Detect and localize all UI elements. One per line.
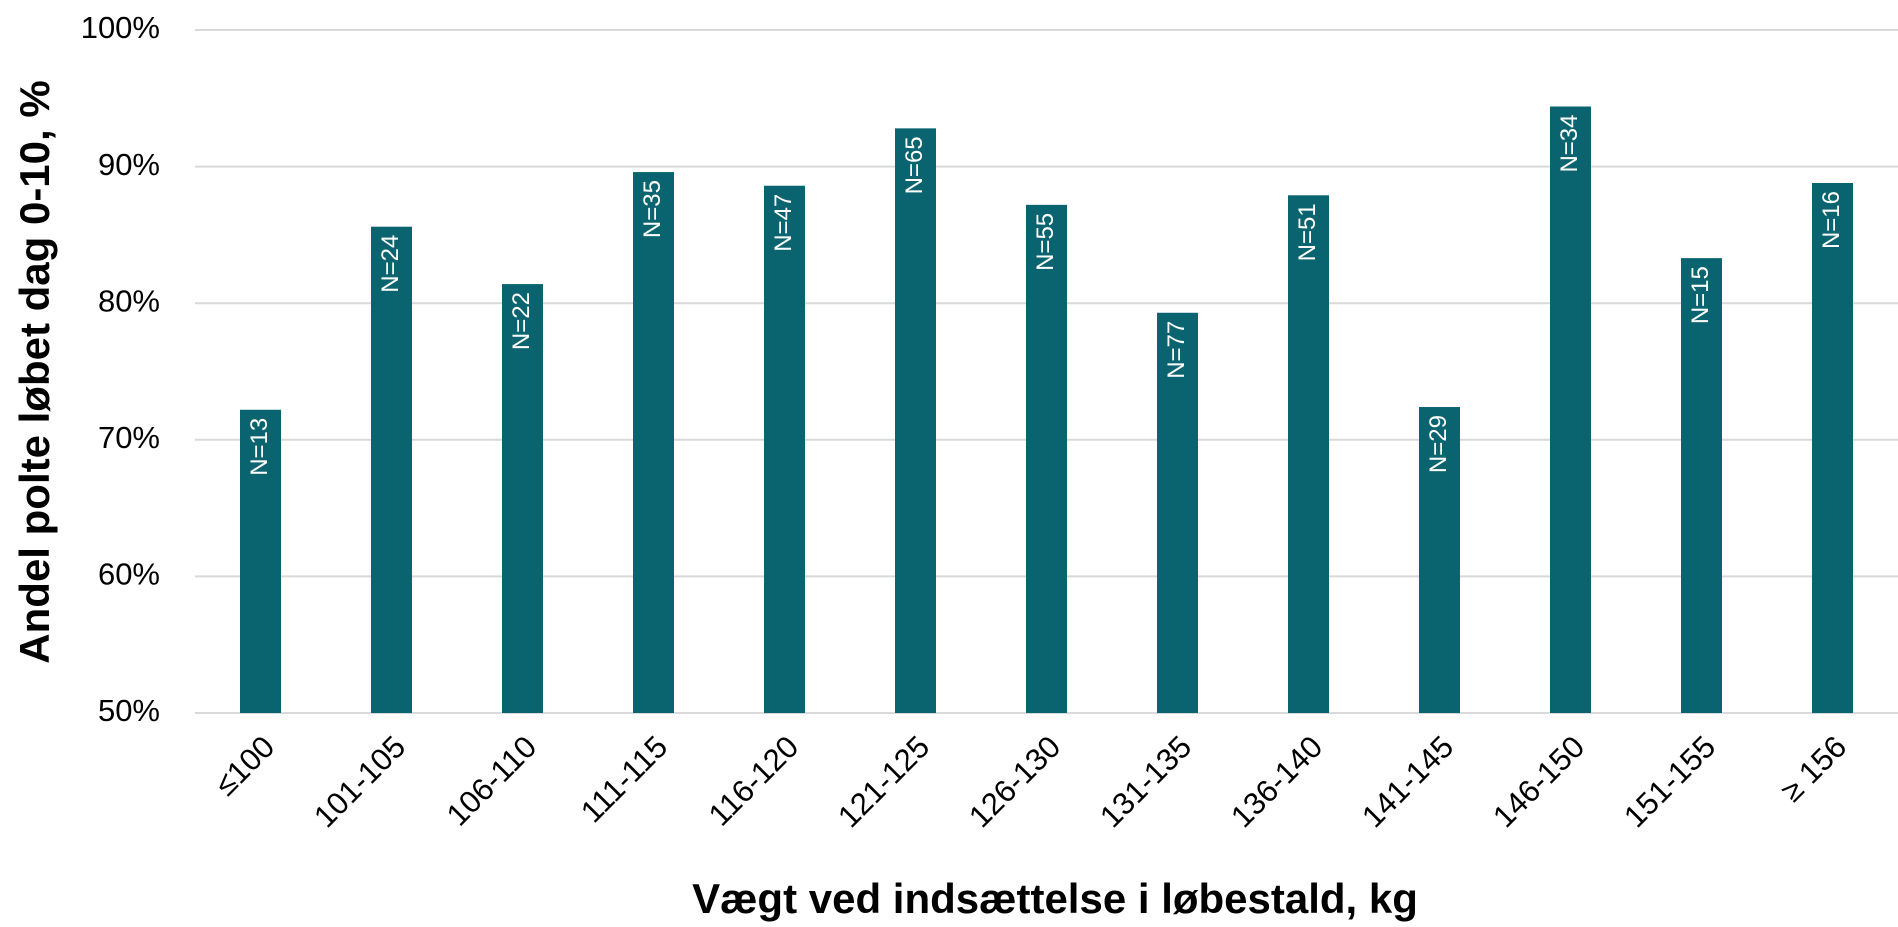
bar-annotation: N=16 [1818,191,1845,249]
x-axis-title: Vægt ved indsættelse i løbestald, kg [692,875,1418,922]
y-tick-label: 70% [98,420,160,455]
bar [502,284,543,713]
bar [1419,407,1460,713]
bar [633,172,674,714]
bar [371,226,412,714]
x-tick-label: 146-150 [1486,729,1591,834]
bar-annotation: N=55 [1032,213,1059,271]
x-tick-label: 141-145 [1355,729,1460,834]
bar [1026,204,1067,713]
bar [1288,195,1329,713]
x-tick-label: 101-105 [307,729,412,834]
bar-annotation: N=24 [377,235,404,293]
bar-annotation: N=65 [901,136,928,194]
y-tick-label: 80% [98,283,160,318]
x-tick-label: 116-120 [702,729,806,833]
x-tick-label: ≤100 [208,729,281,802]
x-tick-label: ≥ 156 [1774,729,1853,808]
x-tick-label: 121-125 [831,729,936,834]
bar-annotation: N=13 [246,418,273,476]
bar [1550,106,1591,714]
x-tick-label: 136-140 [1224,729,1329,834]
x-tick-label: 126-130 [962,729,1067,834]
bar-annotation: N=22 [508,292,535,350]
y-tick-label: 50% [98,693,160,728]
bar-annotation: N=29 [1425,415,1452,473]
x-tick-label: 151-155 [1617,729,1722,834]
x-tick-label: 106-110 [440,729,544,833]
bar-annotation: N=35 [639,180,666,238]
bar-annotation: N=47 [770,194,797,252]
bar [895,128,936,714]
y-tick-label: 60% [98,557,160,592]
x-tick-label: 131-135 [1093,729,1198,834]
bar [240,409,281,713]
bar-annotation: N=15 [1687,266,1714,324]
y-tick-label: 100% [81,10,160,45]
bar-annotation: N=34 [1556,114,1583,172]
bar [1681,258,1722,713]
y-axis-title: Andel polte løbet dag 0-10, % [11,80,58,663]
y-tick-label: 90% [98,147,160,182]
bar [764,185,805,713]
bar-annotation: N=51 [1294,203,1321,261]
bar [1157,312,1198,713]
bar [1812,182,1853,713]
bar-annotation: N=77 [1163,321,1190,379]
x-tick-label: 111-115 [574,729,674,829]
